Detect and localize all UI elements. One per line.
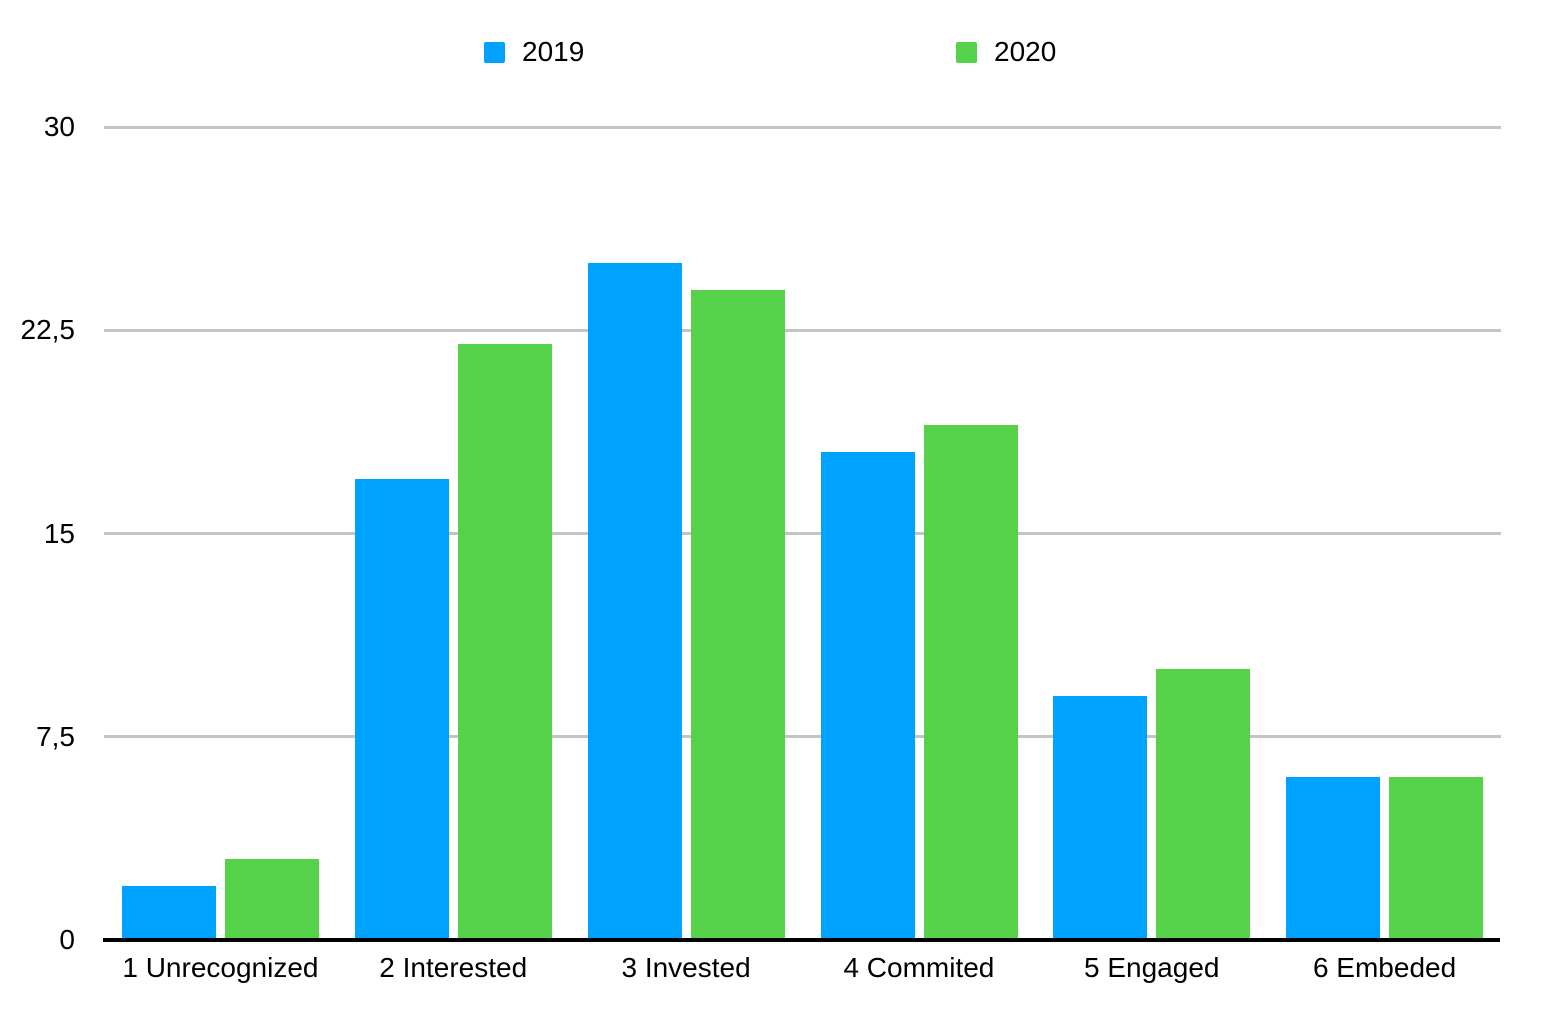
bar-2020-6-embeded (1389, 777, 1484, 940)
x-tick-label-3-invested: 3 Invested (621, 952, 751, 983)
x-tick-label-2-interested: 2 Interested (379, 952, 528, 983)
gridline-7,5 (104, 735, 1501, 739)
bar-2020-1-unrecognized (225, 858, 319, 940)
y-tick-label-7,5: 7,5 (36, 720, 75, 752)
bar-2020-5-engaged (1156, 669, 1251, 940)
y-tick-label-0: 0 (59, 924, 75, 955)
gridline-30 (104, 125, 1501, 129)
y-tick-label-22,5: 22,5 (20, 314, 76, 346)
x-tick-label-6-embeded: 6 Embeded (1312, 952, 1457, 983)
bar-2019-5-engaged (1053, 696, 1148, 940)
bar-2019-3-invested (587, 262, 682, 940)
bar-2019-4-commited (820, 452, 915, 940)
legend-label-2019: 2019 (522, 36, 585, 67)
bar-2020-4-commited (923, 425, 1018, 940)
bar-2020-3-invested (690, 289, 785, 940)
bar-2019-6-embeded (1286, 777, 1381, 940)
legend-swatch-2020-icon (956, 41, 977, 63)
legend-label-2020: 2020 (994, 36, 1057, 67)
gridline-22,5 (104, 328, 1501, 332)
gridline-15 (104, 532, 1501, 535)
bar-2020-2-interested (457, 343, 552, 940)
bar-2019-2-interested (354, 479, 449, 940)
y-tick-label-30: 30 (43, 111, 75, 142)
x-tick-label-5-engaged: 5 Engaged (1084, 952, 1220, 983)
x-tick-label-4-commited: 4 Commited (843, 952, 995, 983)
x-axis-line (103, 938, 1500, 942)
legend-swatch-2019-icon (484, 41, 505, 63)
legend-item-2020: 2020 (956, 38, 1056, 66)
bar-2019-1-unrecognized (122, 885, 216, 940)
y-tick-label-15: 15 (43, 517, 75, 549)
legend-item-2019: 2019 (484, 38, 584, 66)
x-tick-label-1-unrecognized: 1 Unrecognized (122, 952, 319, 983)
